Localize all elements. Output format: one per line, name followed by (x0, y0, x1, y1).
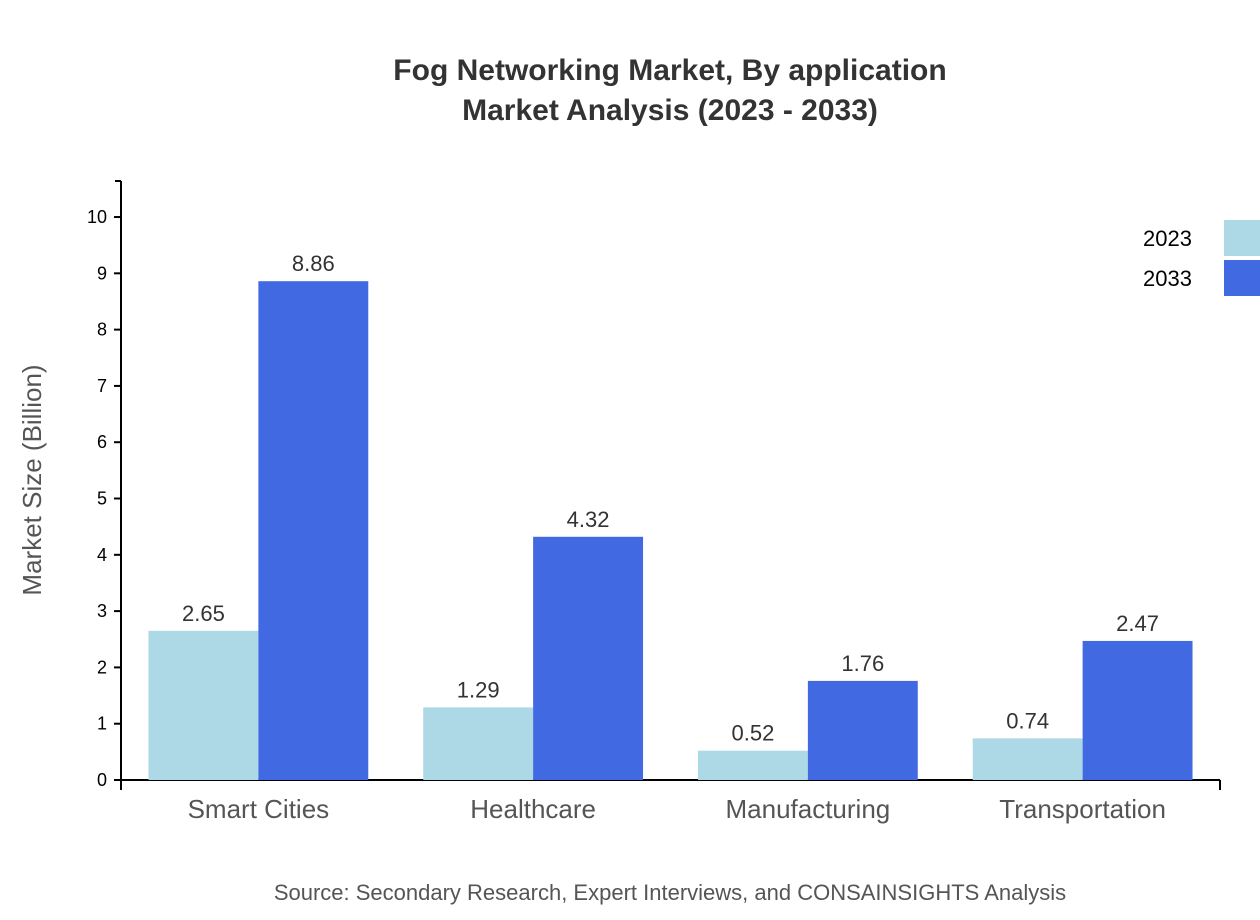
data-label: 0.74 (1006, 708, 1049, 733)
bar-2023 (697, 750, 808, 780)
y-tick-label: 4 (97, 545, 107, 565)
bar-2033 (258, 281, 369, 780)
y-tick-label: 9 (97, 263, 107, 283)
legend-swatch-2033 (1224, 260, 1260, 296)
bar-2023 (148, 630, 259, 780)
source-note: Source: Secondary Research, Expert Inter… (274, 880, 1066, 905)
y-tick-label: 10 (87, 207, 107, 227)
legend-label: 2023 (1143, 226, 1192, 251)
bar-2033 (807, 680, 918, 780)
data-label: 0.52 (732, 721, 775, 746)
data-label: 2.47 (1116, 611, 1159, 636)
y-axis-label: Market Size (Billion) (17, 364, 47, 595)
y-tick-label: 5 (97, 489, 107, 509)
legend-swatch-2023 (1224, 220, 1260, 256)
x-tick-label: Transportation (999, 794, 1166, 824)
data-label: 1.29 (457, 677, 500, 702)
y-tick-label: 8 (97, 320, 107, 340)
data-label: 8.86 (292, 251, 335, 276)
x-tick-label: Healthcare (470, 794, 596, 824)
y-tick-label: 3 (97, 601, 107, 621)
bar-2023 (972, 738, 1083, 780)
legend-label: 2033 (1143, 266, 1192, 291)
data-label: 4.32 (567, 507, 610, 532)
y-tick-label: 0 (97, 770, 107, 790)
bar-2023 (423, 707, 534, 780)
y-tick-label: 2 (97, 657, 107, 677)
y-tick-label: 7 (97, 376, 107, 396)
y-tick-label: 1 (97, 714, 107, 734)
bar-2033 (1082, 640, 1193, 780)
x-tick-label: Manufacturing (725, 794, 890, 824)
data-label: 2.65 (182, 601, 225, 626)
y-tick-label: 6 (97, 432, 107, 452)
data-label: 1.76 (841, 651, 884, 676)
bar-2033 (533, 536, 644, 780)
chart-title: Fog Networking Market, By application (393, 54, 946, 87)
chart-subtitle: Market Analysis (2023 - 2033) (462, 94, 878, 127)
x-tick-label: Smart Cities (188, 794, 330, 824)
